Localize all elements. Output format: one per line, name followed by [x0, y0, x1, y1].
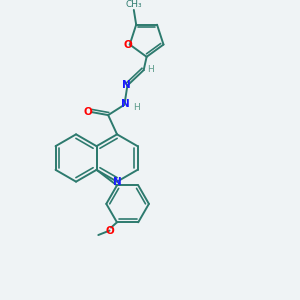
Text: H: H [134, 103, 140, 112]
Text: O: O [84, 106, 92, 117]
Text: N: N [122, 80, 131, 90]
Text: N: N [121, 99, 130, 109]
Text: CH₃: CH₃ [125, 0, 142, 9]
Text: N: N [113, 177, 122, 187]
Text: H: H [147, 65, 154, 74]
Text: O: O [105, 226, 114, 236]
Text: O: O [124, 40, 133, 50]
